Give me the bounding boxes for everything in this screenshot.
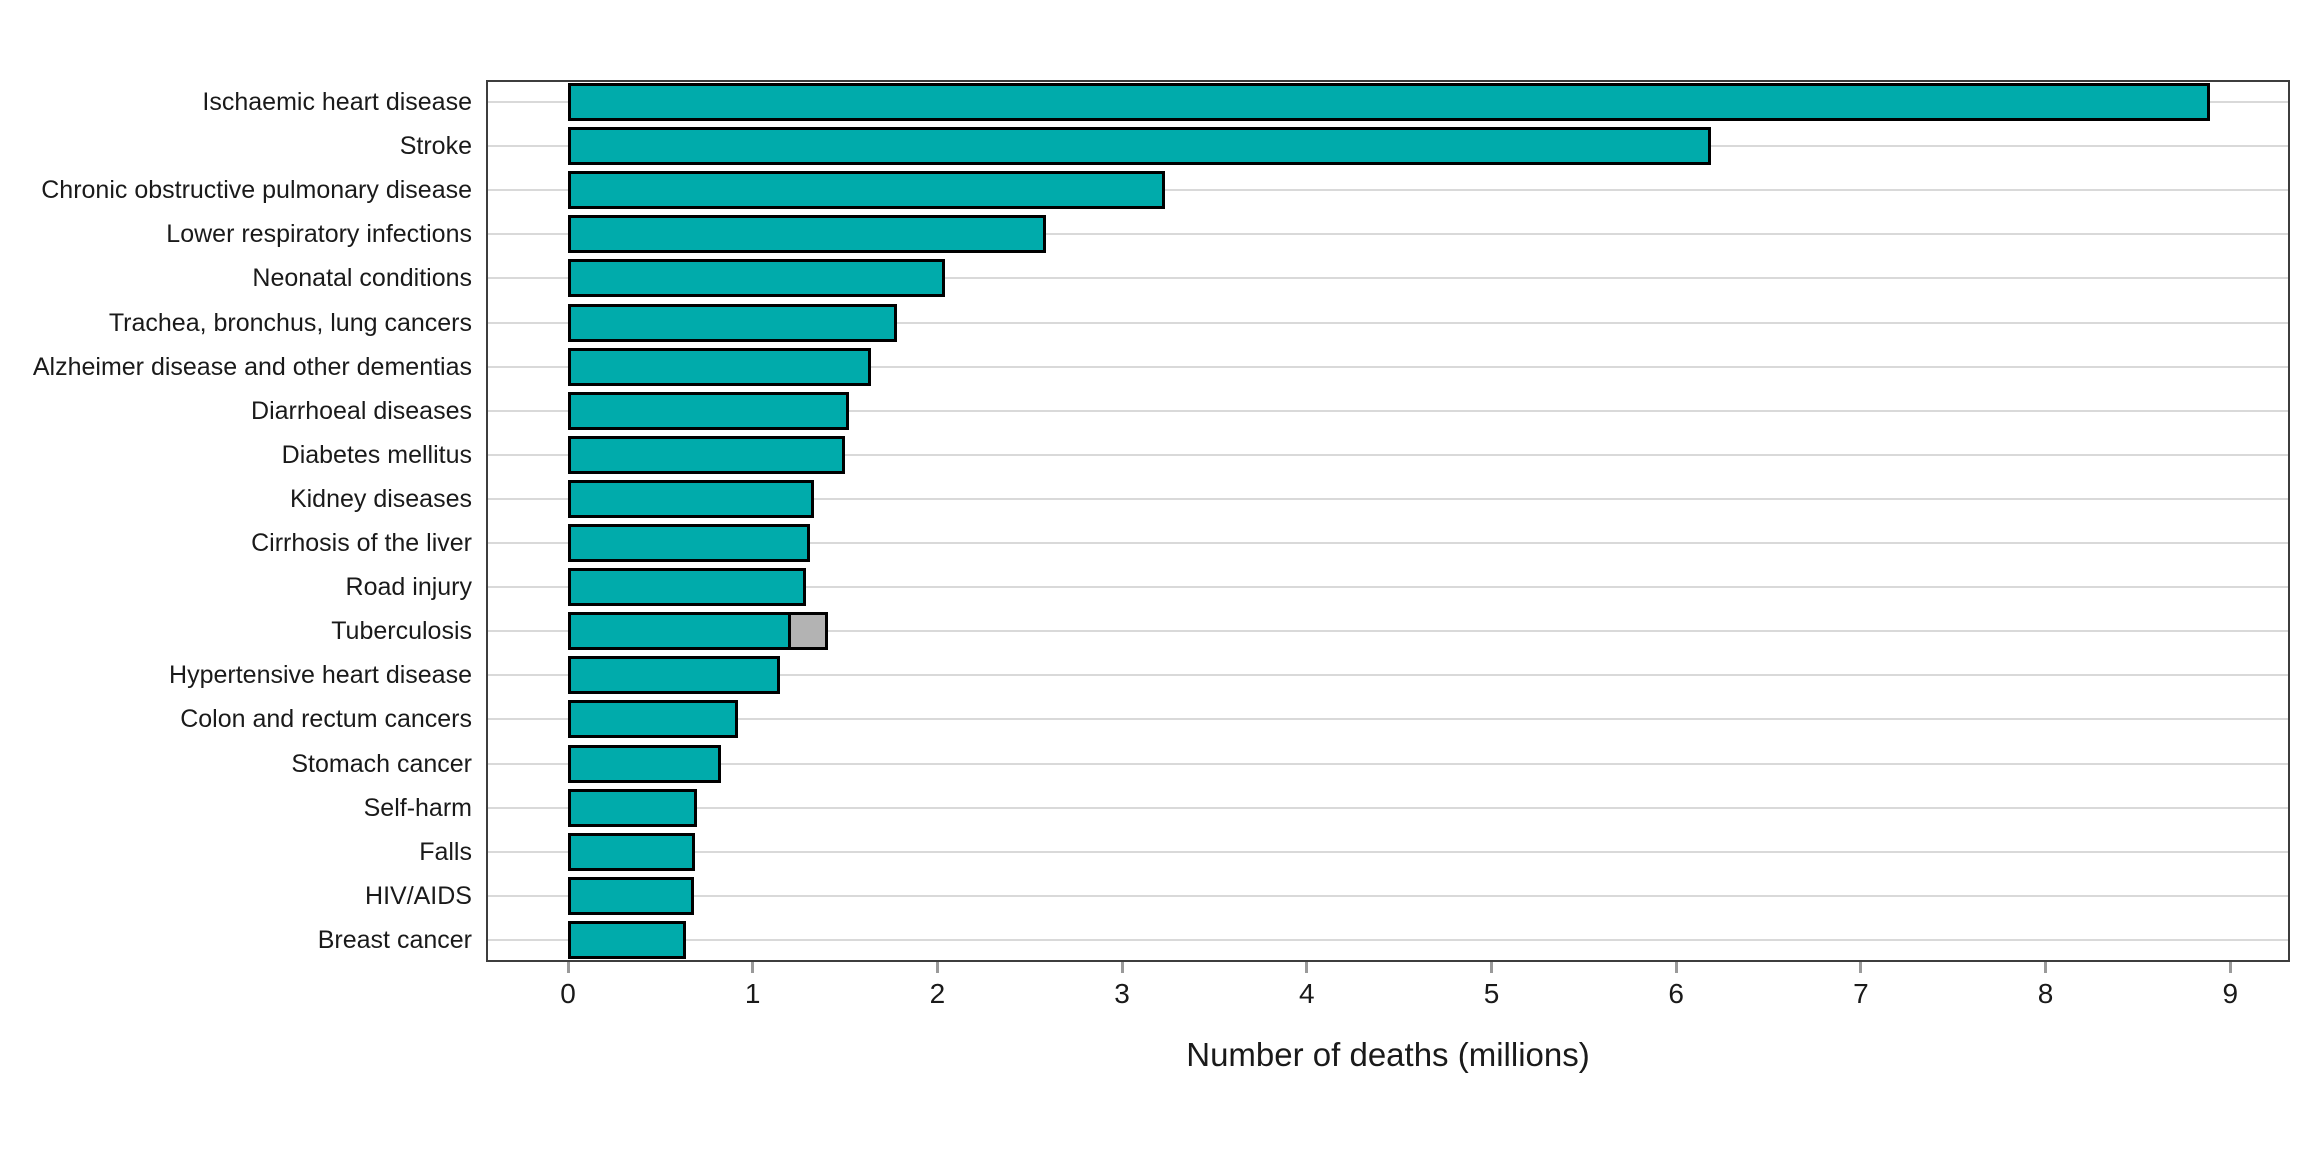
gridline bbox=[488, 762, 2288, 765]
x-tick bbox=[2228, 962, 2232, 973]
gridline bbox=[488, 321, 2288, 324]
x-tick-label: 9 bbox=[2222, 978, 2239, 1009]
bar bbox=[568, 788, 698, 827]
x-tick bbox=[935, 962, 939, 973]
x-tick-label: 4 bbox=[1299, 978, 1315, 1009]
x-tick-label: 0 bbox=[560, 978, 576, 1009]
gridline bbox=[488, 277, 2288, 280]
x-tick-label: 6 bbox=[1668, 978, 1684, 1009]
bar bbox=[568, 700, 738, 739]
bar bbox=[568, 920, 687, 959]
bar bbox=[568, 612, 792, 651]
y-axis-label: Self-harm bbox=[363, 793, 472, 822]
gridline bbox=[488, 586, 2288, 589]
bar bbox=[568, 568, 807, 607]
gridline bbox=[488, 542, 2288, 545]
x-axis-title: Number of deaths (millions) bbox=[1186, 1036, 1590, 1073]
bar bbox=[568, 832, 696, 871]
gridline bbox=[488, 365, 2288, 368]
bar bbox=[568, 303, 897, 342]
bar bbox=[568, 171, 1165, 210]
y-axis-label: Neonatal conditions bbox=[252, 264, 472, 293]
x-tick bbox=[1305, 962, 1309, 973]
y-axis-label: Stroke bbox=[399, 132, 472, 161]
y-axis-labels: Ischaemic heart disease Stroke Chronic obs… bbox=[0, 80, 472, 962]
x-tick bbox=[1674, 962, 1678, 973]
bar bbox=[568, 391, 849, 430]
bar bbox=[568, 876, 694, 915]
x-tick bbox=[1859, 962, 1863, 973]
x-tick-label: 1 bbox=[744, 978, 761, 1009]
plot-panel bbox=[486, 80, 2290, 962]
y-axis-label: Lower respiratory infections bbox=[166, 220, 472, 249]
y-axis-label: Road injury bbox=[345, 573, 472, 602]
bar bbox=[568, 215, 1047, 254]
bar bbox=[568, 435, 846, 474]
y-axis-label: Falls bbox=[419, 837, 472, 866]
gridline bbox=[488, 674, 2288, 677]
y-axis-label: HIV/AIDS bbox=[365, 881, 472, 910]
y-axis-label: Tuberculosis bbox=[331, 617, 472, 646]
bar bbox=[568, 259, 945, 298]
y-axis-label: Diarrhoeal diseases bbox=[251, 396, 472, 425]
y-axis-label: Breast cancer bbox=[317, 925, 472, 954]
y-axis-label: Colon and rectum cancers bbox=[180, 705, 472, 734]
x-tick bbox=[2044, 962, 2048, 973]
y-axis-label: Chronic obstructive pulmonary disease bbox=[41, 176, 472, 205]
bar bbox=[568, 479, 814, 518]
bar bbox=[568, 347, 871, 386]
bar-extra-segment bbox=[788, 612, 829, 651]
bar bbox=[568, 83, 2210, 122]
gridline bbox=[488, 189, 2288, 192]
gridline bbox=[488, 453, 2288, 456]
x-tick-label: 5 bbox=[1483, 978, 1500, 1009]
bar bbox=[568, 127, 1712, 166]
x-tick-label: 2 bbox=[929, 978, 946, 1009]
gridline bbox=[488, 938, 2288, 941]
y-axis-label: Hypertensive heart disease bbox=[169, 661, 472, 690]
gridline bbox=[488, 233, 2288, 236]
y-axis-label: Alzheimer disease and other dementias bbox=[32, 352, 472, 381]
gridline bbox=[488, 630, 2288, 633]
x-tick-label: 8 bbox=[2037, 978, 2054, 1009]
bar bbox=[568, 656, 781, 695]
y-axis-label: Ischaemic heart disease bbox=[202, 88, 472, 117]
x-tick bbox=[751, 962, 755, 973]
y-axis-label: Stomach cancer bbox=[291, 749, 472, 778]
gridline bbox=[488, 409, 2288, 412]
gridline bbox=[488, 850, 2288, 853]
gridline bbox=[488, 894, 2288, 897]
y-axis-label: Kidney diseases bbox=[289, 484, 472, 513]
x-tick-label: 3 bbox=[1114, 978, 1130, 1009]
gridline bbox=[488, 718, 2288, 721]
y-axis-label: Diabetes mellitus bbox=[281, 440, 472, 469]
bar bbox=[568, 744, 722, 783]
x-tick bbox=[566, 962, 570, 973]
gridline bbox=[488, 806, 2288, 809]
x-tick bbox=[1120, 962, 1124, 973]
gridline bbox=[488, 497, 2288, 500]
x-tick-label: 7 bbox=[1853, 978, 1869, 1009]
bar bbox=[568, 524, 810, 563]
y-axis-label: Cirrhosis of the liver bbox=[251, 529, 472, 558]
y-axis-label: Trachea, bronchus, lung cancers bbox=[108, 308, 472, 337]
x-tick bbox=[1490, 962, 1493, 973]
